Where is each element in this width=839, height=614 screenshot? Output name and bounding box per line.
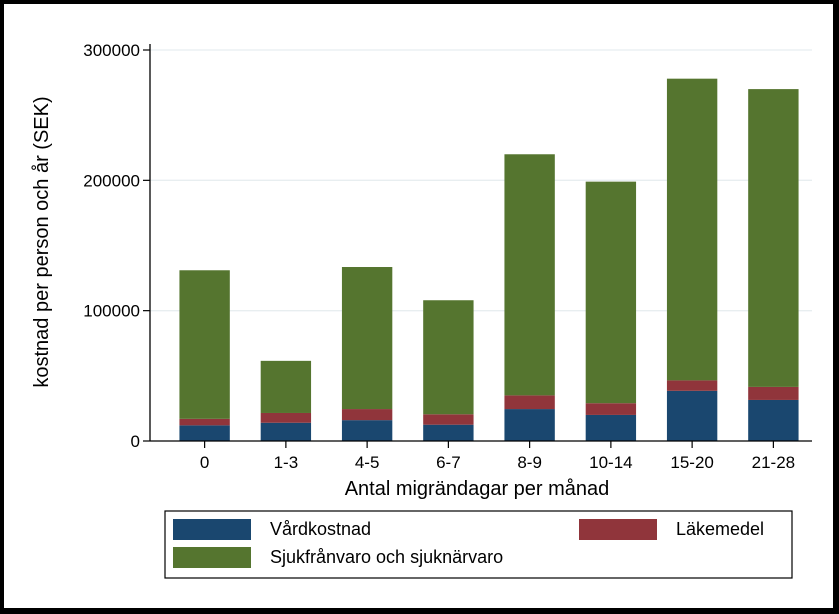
x-axis-title: Antal migrändagar per månad <box>345 478 610 500</box>
bar-1-3-series-2 <box>260 360 312 413</box>
x-tick-label-10-14: 10-14 <box>589 453 632 472</box>
y-axis: 0 100000 200000 300000 <box>83 41 151 451</box>
bar-0-series-1 <box>179 418 230 426</box>
bar-0-series-0 <box>179 425 230 441</box>
y-axis-title: kostnad per person och år (SEK) <box>31 96 53 387</box>
y-tick-label-300000: 300000 <box>83 41 140 60</box>
y-tick-label-0: 0 <box>131 432 140 451</box>
bar-21-28-series-1 <box>748 386 799 400</box>
bar-21-28-series-2 <box>748 89 799 387</box>
bar-21-28-series-0 <box>748 399 799 441</box>
bar-8-9-series-2 <box>504 154 555 396</box>
bar-6-7-series-0 <box>423 424 474 441</box>
bar-1-3-series-1 <box>260 412 312 423</box>
bar-4-5-series-1 <box>341 409 393 421</box>
bar-10-14-series-0 <box>585 414 637 441</box>
x-tick-label-21-28: 21-28 <box>752 453 795 472</box>
bar-4-5-series-2 <box>341 267 393 410</box>
x-tick-label-4-5: 4-5 <box>355 453 380 472</box>
legend-label-2: Sjukfrånvaro och sjuknärvaro <box>270 547 503 567</box>
legend-label-1: Läkemedel <box>676 519 764 539</box>
legend: Vårdkostnad Läkemedel Sjukfrånvaro och sju… <box>164 510 793 579</box>
bar-15-20-series-2 <box>666 78 718 381</box>
x-tick-label-6-7: 6-7 <box>436 453 461 472</box>
bar-6-7-series-1 <box>423 414 474 425</box>
bar-8-9-series-0 <box>504 409 555 441</box>
stacked-bar-chart: 0 100000 200000 300000 0 1-3 4-5 6-7 8-9 10-14 15… <box>31 41 812 579</box>
bars <box>179 78 799 441</box>
bar-8-9-series-1 <box>504 395 555 410</box>
bar-10-14-series-1 <box>585 403 637 415</box>
bar-15-20-series-1 <box>666 380 718 391</box>
legend-swatch-0 <box>173 519 251 540</box>
x-axis: 0 1-3 4-5 6-7 8-9 10-14 15-20 21-28 <box>150 440 812 472</box>
x-tick-label-0: 0 <box>200 453 209 472</box>
y-tick-label-200000: 200000 <box>83 171 140 190</box>
legend-swatch-2 <box>173 547 251 568</box>
bar-4-5-series-0 <box>341 420 393 441</box>
bar-6-7-series-2 <box>423 300 474 415</box>
bar-15-20-series-0 <box>666 390 718 441</box>
chart-frame: 0 100000 200000 300000 0 1-3 4-5 6-7 8-9 10-14 15… <box>4 4 833 608</box>
bar-10-14-series-2 <box>585 181 637 404</box>
legend-swatch-1 <box>579 519 657 540</box>
bar-0-series-2 <box>179 270 230 419</box>
x-tick-label-1-3: 1-3 <box>274 453 299 472</box>
bar-1-3-series-0 <box>260 422 312 441</box>
x-tick-label-15-20: 15-20 <box>670 453 713 472</box>
legend-box <box>164 510 793 579</box>
legend-label-0: Vårdkostnad <box>270 519 371 539</box>
y-tick-label-100000: 100000 <box>83 302 140 321</box>
x-tick-label-8-9: 8-9 <box>517 453 542 472</box>
